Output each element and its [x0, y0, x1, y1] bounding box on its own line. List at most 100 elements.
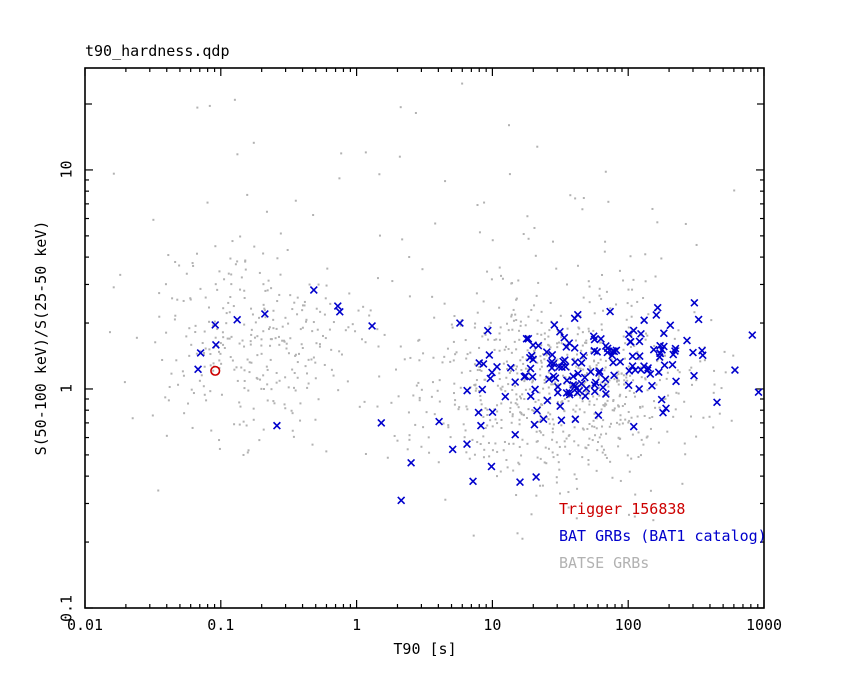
batse-grb-point: [637, 431, 640, 434]
batse-grb-point: [442, 422, 445, 425]
batse-grb-point: [453, 382, 456, 385]
batse-grb-point: [242, 420, 245, 423]
batse-grb-point: [461, 82, 464, 85]
bat-grb-point: [533, 406, 541, 415]
batse-grb-point: [593, 403, 596, 406]
batse-grb-point: [489, 321, 492, 324]
bat-grb-point: [713, 398, 721, 407]
batse-grb-point: [396, 439, 399, 442]
batse-grb-point: [627, 410, 630, 413]
batse-grb-point: [305, 318, 308, 321]
batse-grb-point: [453, 315, 456, 318]
bat-grb-point: [608, 351, 617, 360]
batse-grb-point: [656, 221, 659, 224]
bat-grb-point: [550, 320, 559, 329]
bat-grb-point: [524, 334, 533, 343]
batse-grb-point: [386, 456, 389, 459]
batse-grb-point: [507, 348, 510, 351]
batse-grb-point: [649, 427, 652, 430]
bat-grb-point: [506, 363, 515, 372]
batse-grb-point: [601, 425, 604, 428]
batse-grb-point: [605, 347, 608, 350]
batse-grb-point: [733, 189, 736, 192]
batse-grb-point: [378, 375, 381, 378]
bat-grb-point: [659, 329, 668, 338]
batse-grb-point: [539, 374, 542, 377]
bat-grb-point: [649, 345, 658, 354]
batse-grb-point: [239, 235, 242, 238]
batse-grb-point: [596, 449, 599, 452]
batse-grb-point: [269, 358, 272, 361]
batse-grb-point: [512, 469, 515, 472]
bat-grb-point: [233, 315, 242, 324]
batse-grb-point: [617, 436, 620, 439]
batse-grb-point: [507, 383, 510, 386]
batse-grb-point: [581, 344, 584, 347]
batse-grb-point: [576, 487, 579, 490]
batse-grb-point: [194, 331, 197, 334]
bat-grb-point: [655, 349, 664, 358]
batse-grb-point: [515, 319, 518, 322]
batse-grb-point: [218, 439, 221, 442]
batse-grb-point: [212, 369, 215, 372]
batse-grb-point: [218, 350, 221, 353]
bat-grb-point: [657, 395, 666, 404]
batse-grb-point: [527, 371, 530, 374]
plot-title: t90_hardness.qdp: [85, 42, 230, 60]
batse-grb-point: [490, 278, 493, 281]
batse-grb-point: [543, 332, 546, 335]
bat-grb-point: [590, 381, 599, 390]
batse-grb-point: [589, 367, 592, 370]
bat-grb-point: [435, 417, 444, 426]
batse-grb-point: [311, 443, 314, 446]
batse-grb-point: [595, 427, 598, 430]
bat-grb-point: [368, 321, 377, 330]
bat-grb-point: [488, 408, 497, 417]
batse-grb-point: [510, 315, 513, 318]
batse-grb-point: [427, 436, 430, 439]
batse-grb-point: [545, 462, 548, 465]
batse-grb-point: [340, 152, 343, 155]
batse-grb-point: [299, 328, 302, 331]
bat-grb-point: [624, 381, 633, 390]
batse-grb-point: [376, 328, 379, 331]
bat-grb-point: [659, 408, 667, 417]
batse-grb-point: [674, 408, 677, 411]
batse-grb-point: [287, 322, 290, 325]
batse-grb-point: [216, 288, 219, 291]
batse-grb-point: [364, 452, 367, 455]
batse-grb-point: [545, 354, 548, 357]
legend-item-batse: BATSE GRBs: [559, 554, 650, 572]
batse-grb-point: [509, 407, 512, 410]
batse-grb-point: [560, 336, 563, 339]
batse-grb-point: [582, 357, 585, 360]
batse-grb-point: [270, 338, 273, 341]
batse-grb-point: [588, 437, 591, 440]
batse-grb-point: [285, 342, 288, 345]
batse-grb-point: [407, 411, 410, 414]
batse-grb-point: [276, 257, 279, 260]
batse-grb-point: [575, 339, 578, 342]
batse-grb-point: [548, 329, 551, 332]
batse-grb-point: [516, 403, 519, 406]
batse-grb-point: [535, 430, 538, 433]
batse-grb-point: [412, 394, 415, 397]
batse-grb-point: [551, 418, 554, 421]
batse-grb-point: [165, 331, 168, 334]
batse-grb-point: [236, 379, 239, 382]
batse-grb-point: [626, 454, 629, 457]
x-tick-label: 10: [483, 616, 502, 634]
batse-grb-point: [269, 344, 272, 347]
batse-grb-point: [324, 337, 327, 340]
batse-grb-point: [536, 319, 539, 322]
batse-grb-point: [466, 353, 469, 356]
batse-grb-point: [520, 411, 523, 414]
batse-grb-point: [318, 343, 321, 346]
batse-grb-point: [268, 326, 271, 329]
batse-grb-point: [582, 368, 585, 371]
batse-grb-point: [135, 336, 138, 339]
batse-grb-point: [307, 358, 310, 361]
batse-grb-point: [545, 353, 548, 356]
batse-grb-point: [249, 340, 252, 343]
batse-grb-point: [487, 441, 490, 444]
